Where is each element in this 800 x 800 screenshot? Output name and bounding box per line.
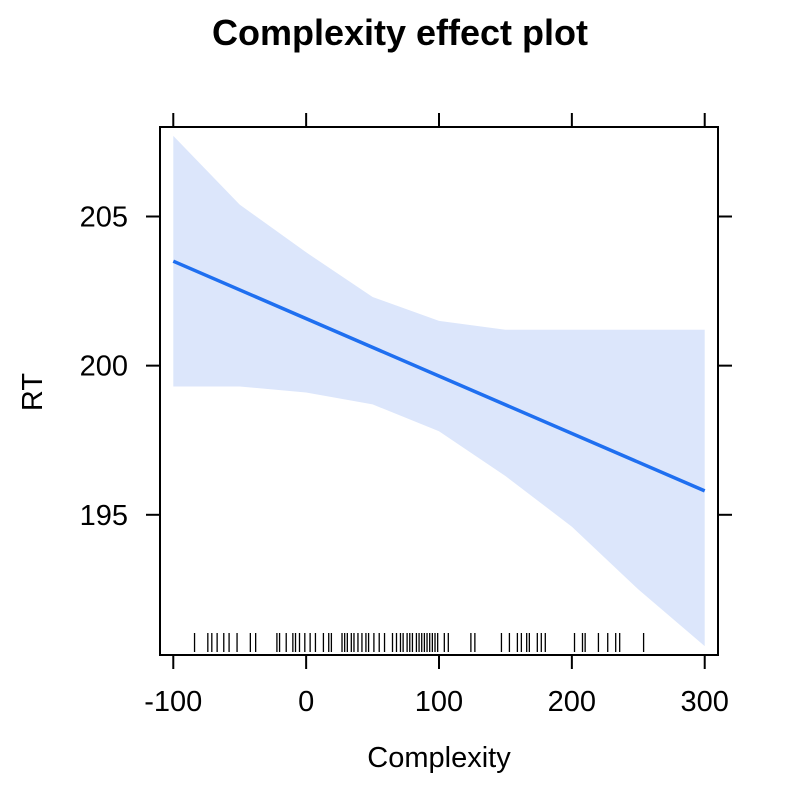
rug-layer: [193, 633, 645, 652]
x-tick-label: 100: [415, 686, 463, 718]
y-tick-label: 195: [80, 500, 128, 532]
y-tick-label: 205: [80, 201, 128, 233]
series-layer: [172, 259, 706, 493]
y-axis-label: RT: [17, 373, 49, 411]
fit-line: [172, 259, 706, 493]
y-tick-label: 200: [80, 351, 128, 383]
x-axis-label: Complexity: [367, 742, 511, 774]
tick-layer: -100 0 100 200 300 195 200 205: [80, 113, 732, 718]
x-tick-label: -100: [144, 686, 202, 718]
x-tick-label: 0: [298, 686, 314, 718]
confidence-band-layer: [173, 135, 705, 647]
x-tick-label: 200: [548, 686, 596, 718]
confidence-band: [173, 135, 705, 647]
x-tick-label: 300: [681, 686, 729, 718]
chart-title: Complexity effect plot: [211, 12, 589, 53]
